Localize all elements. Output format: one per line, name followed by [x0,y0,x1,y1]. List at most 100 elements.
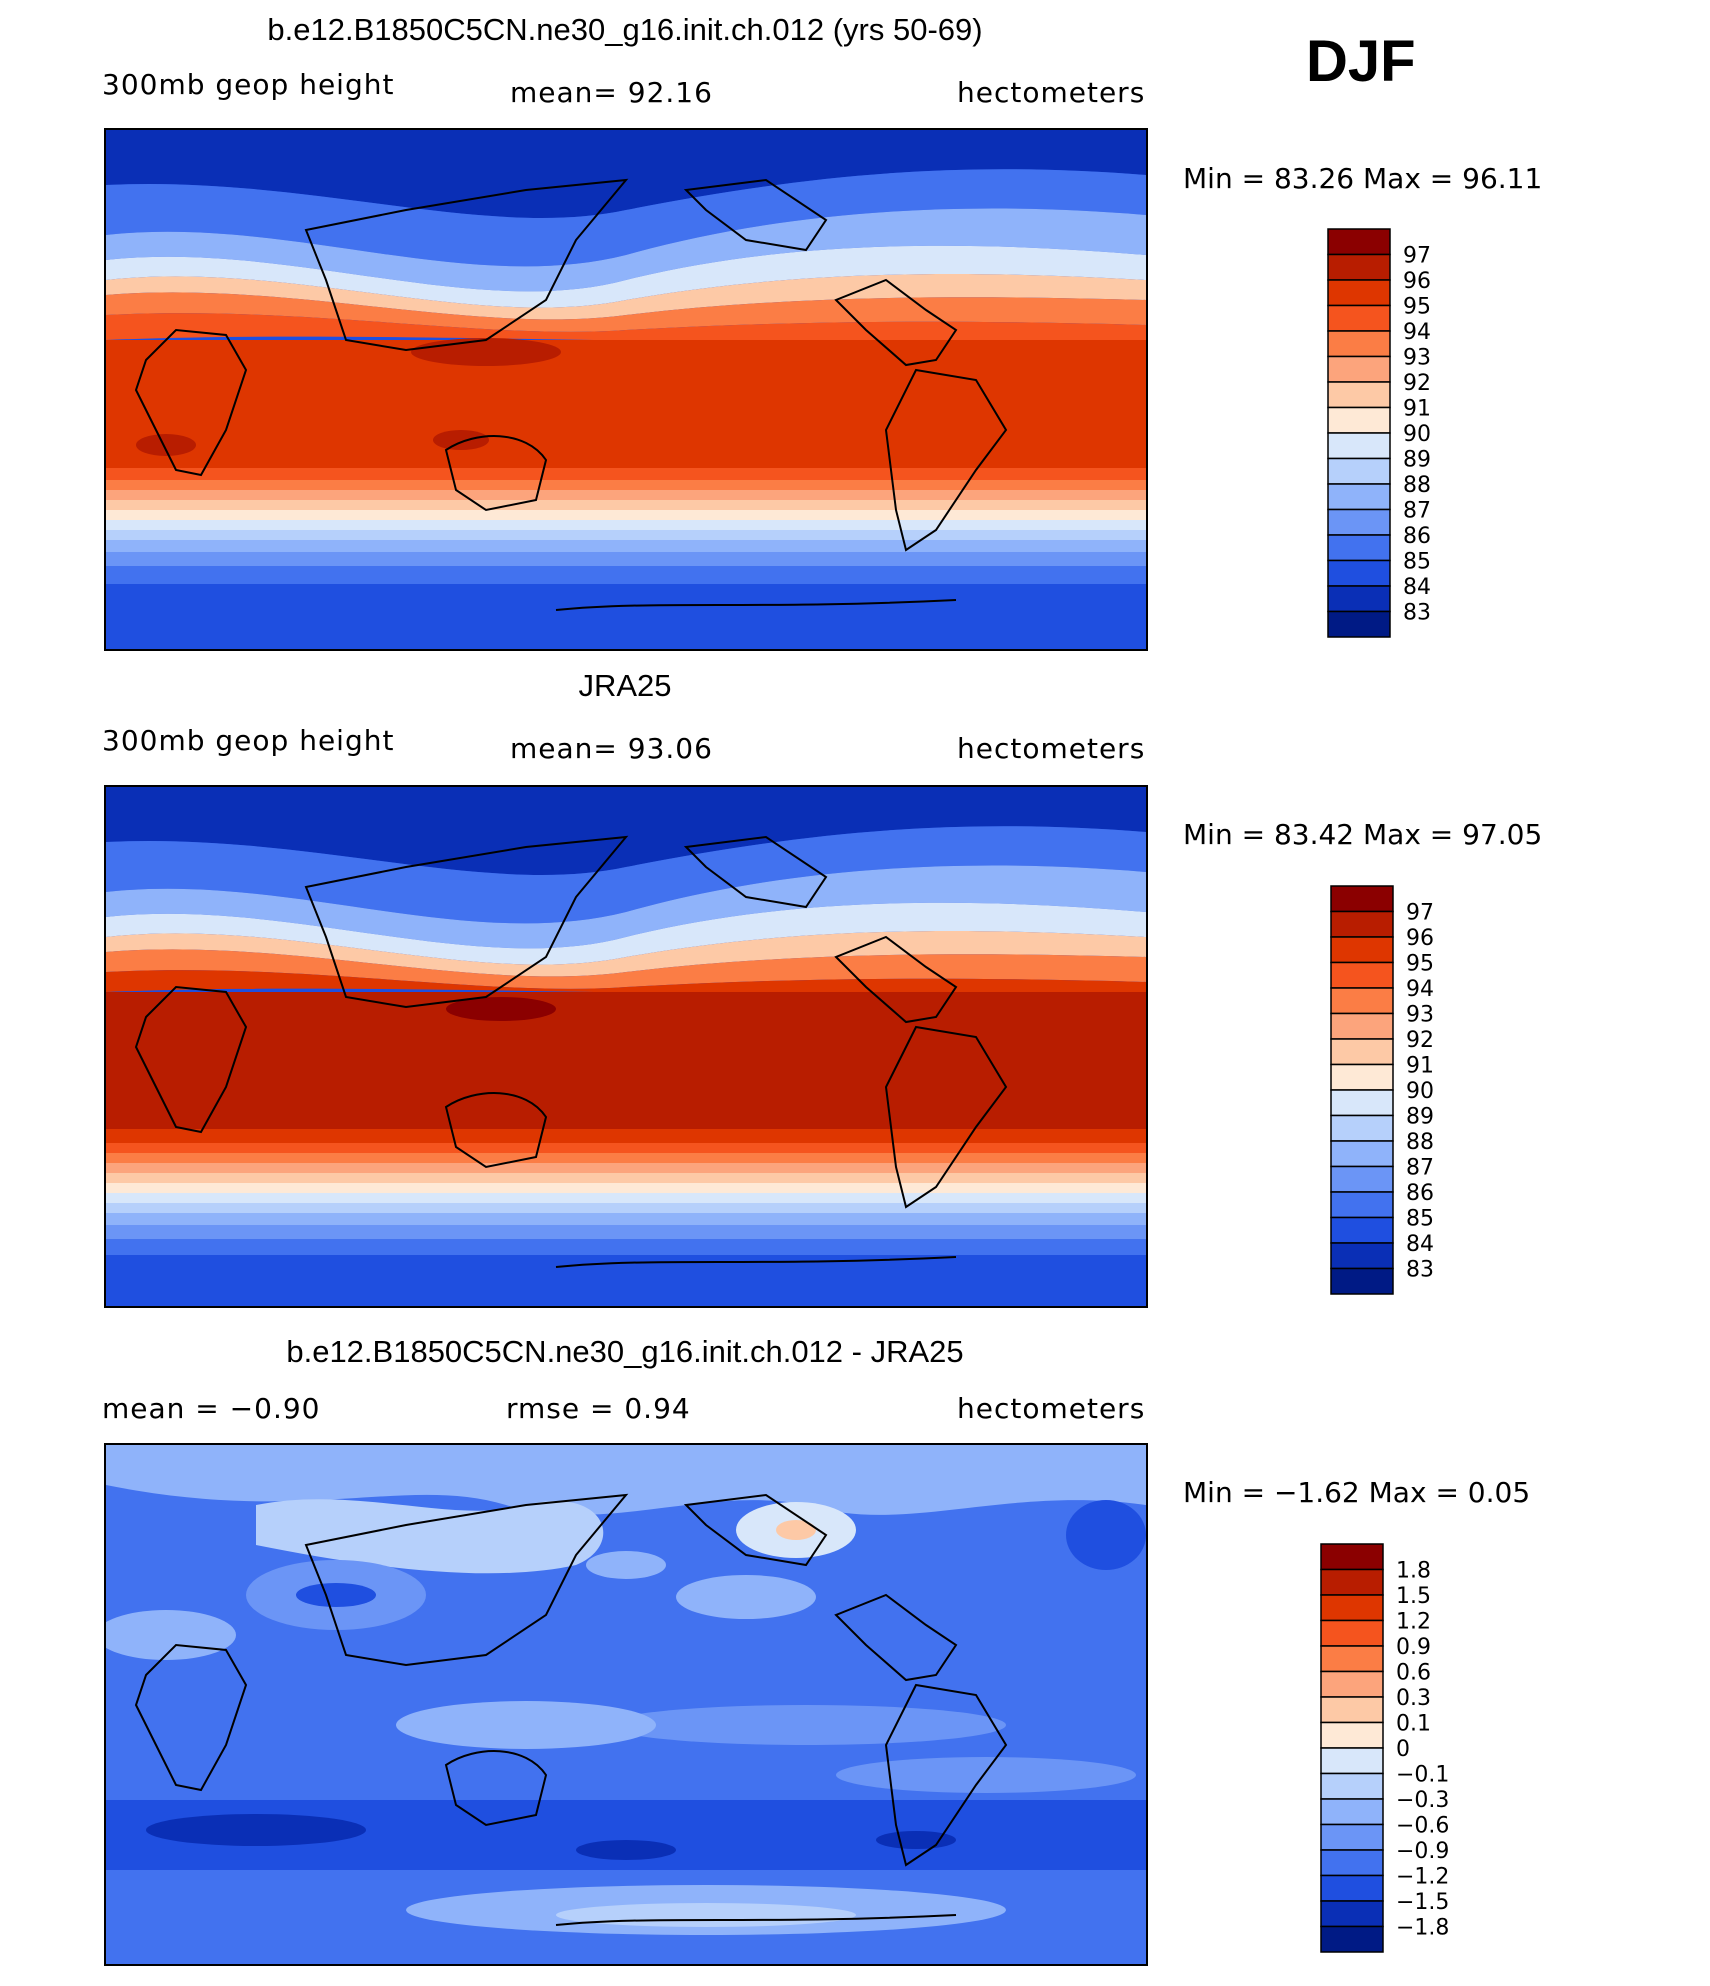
colorbar-tick-label: 93 [1406,1003,1434,1028]
panel-2-variable-label: 300mb geop height [102,724,395,757]
colorbar-tick-label: 0.3 [1396,1686,1431,1711]
colorbar-swatch [1330,885,1394,913]
colorbar-swatch [1330,1089,1394,1117]
colorbar-tick-label: 97 [1406,901,1434,926]
colorbar-swatch [1327,457,1391,485]
colorbar-tick-label: 95 [1403,295,1431,320]
panel-3-map [104,1443,1148,1966]
colorbar-swatch [1327,304,1391,332]
colorbar-tick-label: 84 [1403,575,1431,600]
panel-1-mean-label: mean= 92.16 [510,76,713,109]
colorbar-tick-label: 0.1 [1396,1712,1431,1737]
colorbar-tick-label: 83 [1403,601,1431,626]
colorbar-swatch [1327,355,1391,383]
colorbar-swatch [1327,610,1391,638]
colorbar-swatch [1327,559,1391,587]
colorbar-tick-label: 96 [1406,926,1434,951]
panel-2-contour-field [106,787,1146,1306]
colorbar-tick-label: 0.9 [1396,1635,1431,1660]
panel-3-units-label: hectometers [957,1392,1146,1425]
colorbar-tick-label: 87 [1406,1156,1434,1181]
panel-2-units-label: hectometers [957,732,1146,765]
colorbar-tick-label: 92 [1406,1028,1434,1053]
colorbar-swatch [1330,1191,1394,1219]
colorbar-swatch [1330,936,1394,964]
colorbar-tick-label: 85 [1406,1207,1434,1232]
colorbar-swatch [1320,1900,1384,1928]
colorbar-tick-label: 85 [1403,550,1431,575]
panel-2-map [104,785,1148,1308]
colorbar-swatch [1330,1114,1394,1142]
colorbar-tick-label: −1.5 [1396,1890,1449,1915]
colorbar-tick-label: −0.9 [1396,1839,1449,1864]
panel-3-mean-label: mean = −0.90 [102,1392,321,1425]
colorbar-swatch [1320,1721,1384,1749]
colorbar-swatch [1320,1645,1384,1673]
colorbar-swatch [1320,1823,1384,1851]
colorbar-swatch [1320,1772,1384,1800]
colorbar-swatch [1327,534,1391,562]
colorbar-swatch [1320,1849,1384,1877]
colorbar-swatch [1320,1874,1384,1902]
panel-1-map [104,128,1148,651]
colorbar-swatch [1330,1140,1394,1168]
colorbar-tick-label: 88 [1403,473,1431,498]
colorbar-swatch [1327,253,1391,281]
colorbar-swatch [1330,910,1394,938]
colorbar-tick-label: 0 [1396,1737,1410,1762]
panel-3-min-max: Min = −1.62 Max = 0.05 [1183,1476,1531,1509]
colorbar-tick-label: 92 [1403,371,1431,396]
colorbar-tick-label: 1.2 [1396,1610,1431,1635]
colorbar-swatch [1320,1670,1384,1698]
colorbar-tick-label: 91 [1406,1054,1434,1079]
colorbar-tick-label: 83 [1406,1258,1434,1283]
colorbar-swatch [1327,508,1391,536]
colorbar-swatch [1320,1594,1384,1622]
panel-1-colorbar: 97 96 95 94 93 92 91 90 89 88 87 86 85 84 83 [1327,228,1447,638]
panel-3-colorbar: 1.8 1.5 1.2 0.9 0.6 0.3 0.1 0 −0.1 −0.3 −0.6 −0.9 −1… [1320,1543,1450,1953]
colorbar-tick-label: 93 [1403,346,1431,371]
colorbar-tick-label: 86 [1403,524,1431,549]
colorbar-swatch [1327,483,1391,511]
colorbar-swatch [1327,330,1391,358]
panel-1-variable-label: 300mb geop height [102,68,395,101]
colorbar-tick-label: 1.8 [1396,1559,1431,1584]
colorbar-tick-label: 88 [1406,1130,1434,1155]
colorbar-swatch [1327,406,1391,434]
panel-1-title: b.e12.B1850C5CN.ne30_g16.init.ch.012 (yr… [267,12,983,47]
colorbar-tick-label: −1.8 [1396,1916,1449,1941]
colorbar-tick-label: 86 [1406,1181,1434,1206]
panel-2-coastlines [134,835,1008,1268]
panel-2-title: JRA25 [578,668,672,703]
colorbar-tick-label: 91 [1403,397,1431,422]
colorbar-swatch [1330,961,1394,989]
colorbar-tick-label: 90 [1403,422,1431,447]
colorbar-tick-label: 84 [1406,1232,1434,1257]
colorbar-tick-label: 94 [1406,977,1434,1002]
colorbar-tick-label: 0.6 [1396,1661,1431,1686]
colorbar-swatch [1320,1925,1384,1953]
colorbar-swatch [1330,1012,1394,1040]
panel-2-min-max: Min = 83.42 Max = 97.05 [1183,818,1543,851]
colorbar-tick-label: −0.3 [1396,1788,1449,1813]
colorbar-swatch [1330,1216,1394,1244]
panel-1-coastlines [134,178,1008,611]
colorbar-swatch [1330,1038,1394,1066]
colorbar-tick-label: 90 [1406,1079,1434,1104]
colorbar-tick-label: −0.6 [1396,1814,1449,1839]
colorbar-swatch [1327,585,1391,613]
colorbar-tick-label: 94 [1403,320,1431,345]
colorbar-swatch [1330,1242,1394,1270]
colorbar-tick-label: 97 [1403,244,1431,269]
colorbar-swatch [1327,432,1391,460]
colorbar-swatch [1330,1267,1394,1295]
colorbar-swatch [1320,1798,1384,1826]
colorbar-swatch [1320,1568,1384,1596]
colorbar-swatch [1320,1619,1384,1647]
colorbar-tick-label: −0.1 [1396,1763,1449,1788]
panel-3-title: b.e12.B1850C5CN.ne30_g16.init.ch.012 - J… [286,1334,964,1369]
colorbar-swatch [1327,279,1391,307]
colorbar-tick-label: −1.2 [1396,1865,1449,1890]
